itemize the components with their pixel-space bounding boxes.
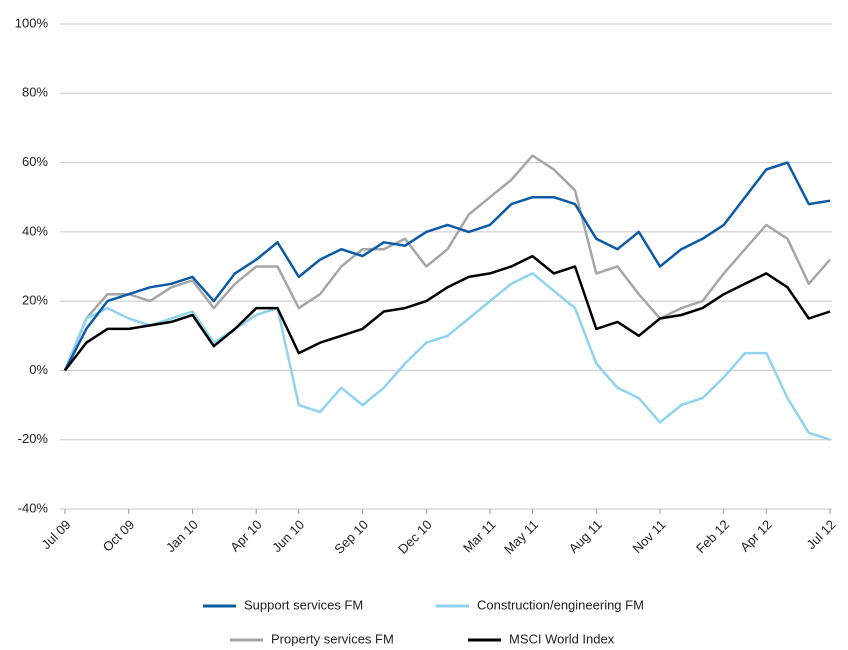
x-tick-label: Apr 10 xyxy=(227,517,265,555)
y-tick-label: 60% xyxy=(22,154,48,169)
y-tick-label: 100% xyxy=(15,15,49,30)
series-line xyxy=(64,254,831,372)
x-tick-label: Sep 10 xyxy=(331,517,371,557)
y-tick-label: 80% xyxy=(22,85,48,100)
x-tick-label: Jan 10 xyxy=(163,517,201,555)
x-tick-label: Jul 09 xyxy=(38,517,73,552)
y-tick-label: 40% xyxy=(22,223,48,238)
x-tick-label: Feb 12 xyxy=(693,517,732,556)
legend-label: Construction/engineering FM xyxy=(477,597,644,612)
y-tick-label: -40% xyxy=(18,500,49,515)
x-tick-label: Apr 12 xyxy=(737,517,775,555)
x-tick-label: Mar 11 xyxy=(460,517,499,556)
x-tick-label: Dec 10 xyxy=(395,517,435,557)
legend-label: Support services FM xyxy=(244,597,363,612)
x-tick-label: Jun 10 xyxy=(269,517,307,555)
x-tick-label: Jul 12 xyxy=(803,517,838,552)
x-tick-label: Nov 11 xyxy=(629,517,668,556)
legend-label: MSCI World Index xyxy=(509,631,615,646)
x-tick-label: May 11 xyxy=(501,517,541,557)
series-line xyxy=(63,154,831,371)
y-tick-label: 20% xyxy=(22,293,48,308)
x-tick-label: Oct 09 xyxy=(100,517,138,555)
series-line xyxy=(63,161,831,371)
x-tick-label: Aug 11 xyxy=(566,517,605,556)
legend-label: Property services FM xyxy=(271,631,394,646)
y-tick-label: -20% xyxy=(18,431,49,446)
y-tick-label: 0% xyxy=(29,362,48,377)
series-line xyxy=(63,272,831,441)
